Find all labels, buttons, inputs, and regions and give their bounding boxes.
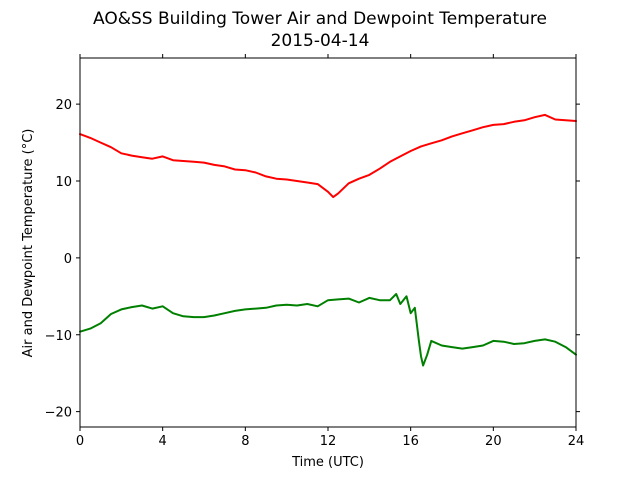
x-tick-label: 8 [241, 434, 249, 449]
chart-subtitle: 2015-04-14 [271, 31, 370, 51]
series-line-1 [79, 293, 577, 367]
x-tick-label: 4 [159, 434, 167, 449]
series-layer [79, 113, 577, 367]
ticks-layer: 0 4 8 12 16 20 24 −20 −10 0 10 20 [45, 54, 585, 449]
x-tick-label: 20 [485, 434, 502, 449]
x-axis-label: Time (UTC) [291, 455, 364, 470]
y-tick-label: −20 [45, 406, 72, 421]
x-tick-label: 16 [402, 434, 419, 449]
y-tick-label: 20 [55, 98, 72, 113]
y-tick-label: −10 [45, 329, 72, 344]
series-line-0 [79, 113, 577, 199]
x-tick-label: 0 [76, 434, 84, 449]
y-tick-label: 10 [55, 175, 72, 190]
plot-frame [79, 57, 577, 428]
x-tick-label: 12 [320, 434, 337, 449]
chart-title: AO&SS Building Tower Air and Dewpoint Te… [93, 9, 547, 29]
y-axis-label: Air and Dewpoint Temperature (°C) [21, 129, 36, 358]
y-tick-label: 0 [64, 252, 72, 267]
x-tick-label: 24 [568, 434, 585, 449]
